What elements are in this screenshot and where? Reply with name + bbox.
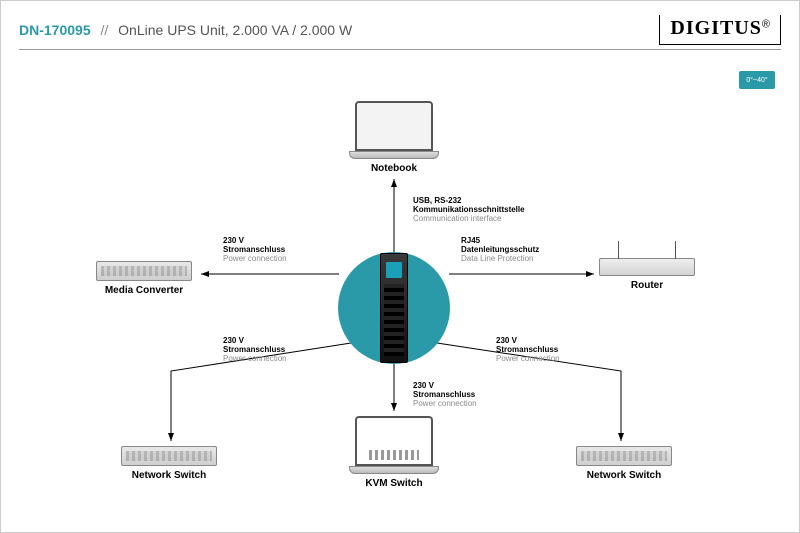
label-line: 230 V [413,381,477,390]
label-line: Power connection [496,354,560,363]
device-caption: Media Converter [96,285,192,296]
device-notebook: Notebook [349,101,439,174]
label-line: Communication interface [413,214,525,223]
router-icon [599,258,695,276]
header: DN-170095 // OnLine UPS Unit, 2.000 VA /… [19,15,781,50]
label-line: Power connection [413,399,477,408]
brand-registered: ® [762,19,770,31]
label-line: Stromanschluss [496,345,560,354]
label-bottom-right: 230 V Stromanschluss Power connection [496,336,560,364]
label-top: USB, RS-232 Kommunikationsschnittstelle … [413,196,525,224]
device-media-converter: Media Converter [96,261,192,296]
laptop-icon [349,101,439,159]
label-bottom-left: 230 V Stromanschluss Power connection [223,336,287,364]
label-line: Stromanschluss [223,245,287,254]
device-router: Router [599,258,695,291]
rack-icon [121,446,217,466]
label-line: 230 V [223,236,287,245]
label-line: RJ45 [461,236,539,245]
rack-icon [96,261,192,281]
device-caption: KVM Switch [349,478,439,489]
brand-name: DIGITUS [670,17,761,39]
device-network-switch-right: Network Switch [576,446,672,481]
label-line: Stromanschluss [413,390,477,399]
model-number: DN-170095 [19,22,91,38]
device-kvm-switch: KVM Switch [349,416,439,489]
kvm-icon [349,416,439,474]
label-line: Power connection [223,354,287,363]
label-line: USB, RS-232 [413,196,525,205]
title-line: DN-170095 // OnLine UPS Unit, 2.000 VA /… [19,22,352,38]
device-caption: Network Switch [576,470,672,481]
label-right: RJ45 Datenleitungsschutz Data Line Prote… [461,236,539,264]
label-left: 230 V Stromanschluss Power connection [223,236,287,264]
ups-unit-icon [380,253,408,363]
title-separator: // [101,22,109,38]
rack-icon [576,446,672,466]
diagram-canvas: Notebook Media Converter Router Network … [1,61,800,521]
label-line: 230 V [223,336,287,345]
device-network-switch-left: Network Switch [121,446,217,481]
label-line: Datenleitungsschutz [461,245,539,254]
device-caption: Notebook [349,163,439,174]
label-line: Power connection [223,254,287,263]
brand-box: DIGITUS® [659,15,781,45]
device-caption: Router [599,280,695,291]
label-bottom-center: 230 V Stromanschluss Power connection [413,381,477,409]
label-line: Kommunikationsschnittstelle [413,205,525,214]
device-caption: Network Switch [121,470,217,481]
label-line: Data Line Protection [461,254,539,263]
label-line: Stromanschluss [223,345,287,354]
product-description: OnLine UPS Unit, 2.000 VA / 2.000 W [118,22,352,38]
label-line: 230 V [496,336,560,345]
